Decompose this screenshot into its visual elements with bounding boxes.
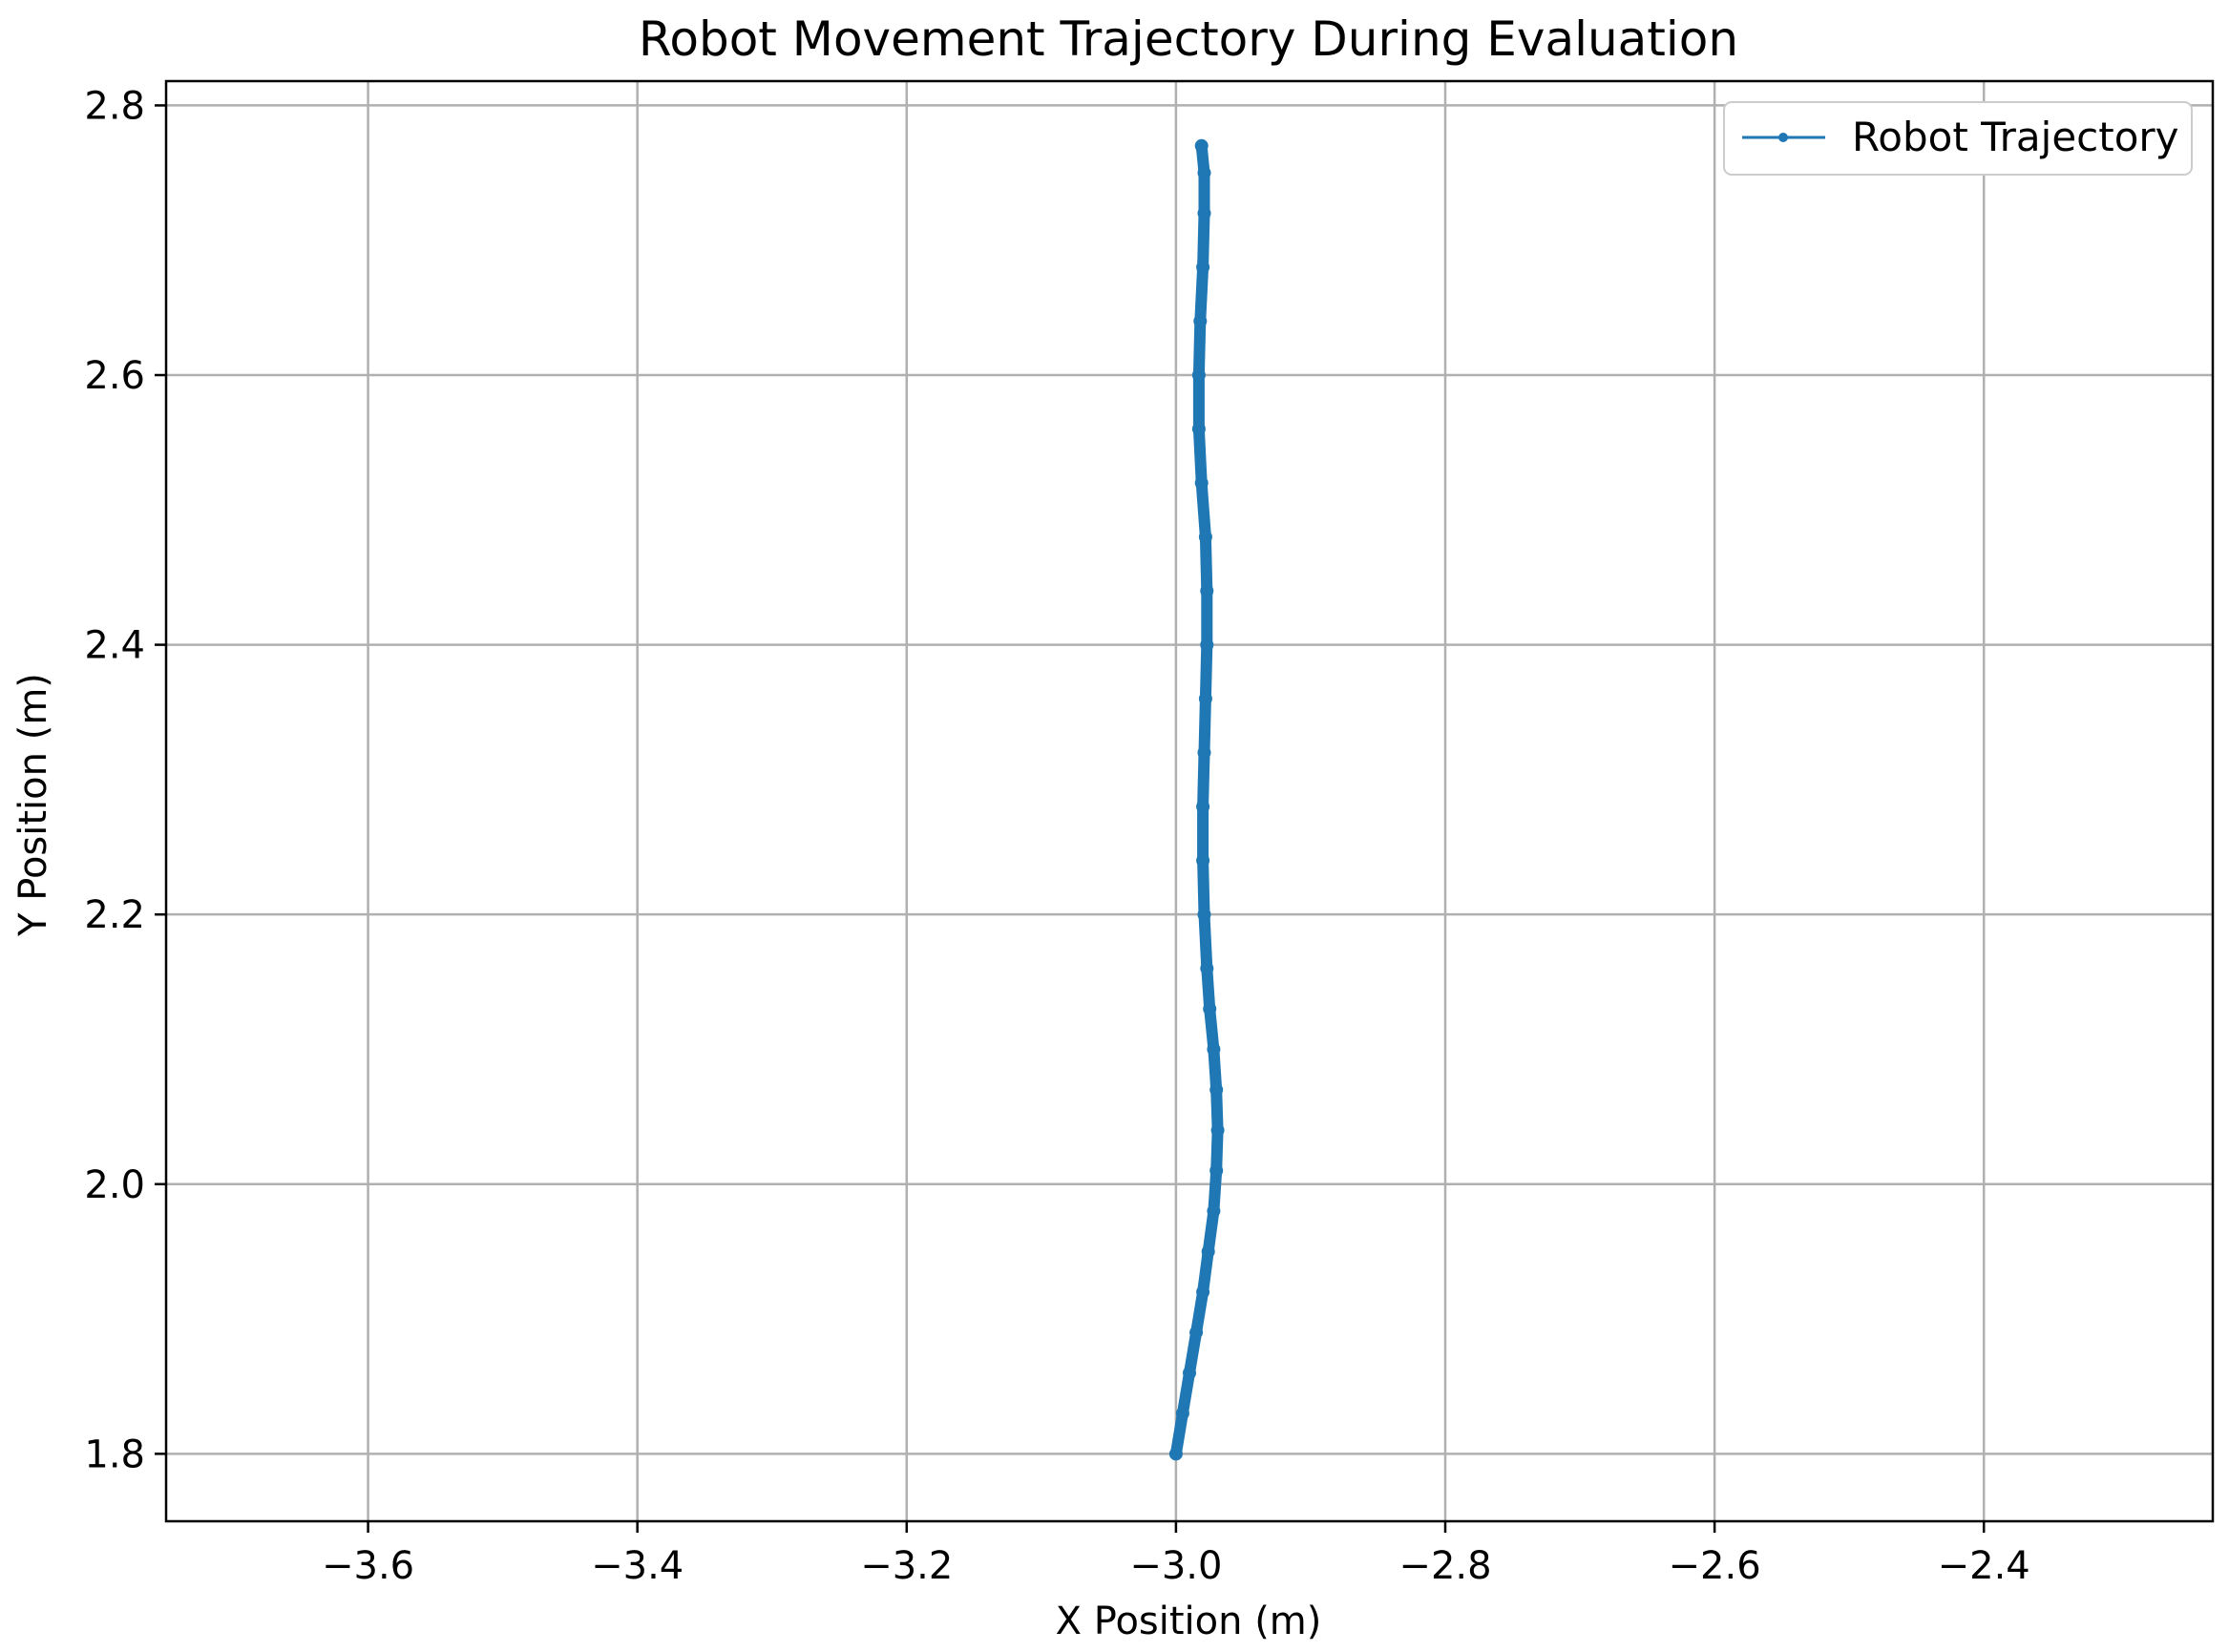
legend-box: [1723, 101, 2193, 176]
x-tick-label: −2.6: [1669, 1544, 1761, 1588]
series-layer: [1168, 138, 1225, 1461]
trajectory-point: [1168, 1447, 1183, 1461]
x-tick-label: −3.4: [591, 1544, 683, 1588]
trajectory-point: [1191, 368, 1206, 382]
trajectory-point: [1209, 1163, 1224, 1178]
trajectory-point: [1194, 476, 1209, 491]
trajectory-point: [1200, 961, 1214, 975]
trajectory-point: [1197, 166, 1211, 180]
trajectory-point: [1196, 1285, 1210, 1299]
y-tick-label: 2.6: [84, 354, 145, 398]
y-tick-label: 1.8: [84, 1432, 145, 1476]
axis-ticks: −3.6 −3.4 −3.2 −3.0 −2.8 −2.6 −2.4 1.8 2.0 2.2 2.4…: [84, 84, 2029, 1588]
trajectory-point: [1175, 1407, 1189, 1420]
y-tick-label: 2.0: [84, 1163, 145, 1207]
trajectory-point: [1197, 206, 1211, 220]
trajectory-point: [1200, 584, 1214, 598]
trajectory-point: [1198, 530, 1212, 544]
trajectory-point: [1196, 261, 1210, 274]
x-tick-label: −2.8: [1398, 1544, 1491, 1588]
legend-marker: [1778, 133, 1788, 142]
y-tick-label: 2.8: [84, 84, 145, 128]
y-axis-label: Y Position (m): [11, 673, 55, 937]
trajectory-point: [1197, 745, 1211, 760]
trajectory-point: [1197, 908, 1211, 922]
x-tick-label: −3.0: [1129, 1544, 1222, 1588]
trajectory-point: [1193, 314, 1208, 328]
trajectory-point: [1203, 1002, 1217, 1016]
trajectory-point: [1201, 1244, 1215, 1259]
x-tick-label: −3.2: [860, 1544, 953, 1588]
trajectory-point: [1196, 853, 1210, 868]
trajectory-point: [1198, 692, 1212, 706]
trajectory-point: [1207, 1204, 1221, 1218]
x-tick-label: −3.6: [322, 1544, 414, 1588]
legend: Robot Trajectory: [1723, 101, 2193, 176]
trajectory-line: [1169, 139, 1224, 1460]
grid: [166, 81, 2213, 1521]
trajectory-point: [1183, 1366, 1196, 1380]
trajectory-point: [1189, 1326, 1204, 1340]
trajectory-point: [1207, 1042, 1221, 1056]
trajectory-point: [1194, 138, 1209, 153]
trajectory-point: [1191, 422, 1206, 436]
y-tick-label: 2.4: [84, 624, 145, 668]
y-tick-label: 2.2: [84, 893, 145, 937]
trajectory-point: [1210, 1123, 1225, 1138]
x-tick-label: −2.4: [1938, 1544, 2030, 1588]
x-axis-label: X Position (m): [1056, 1600, 1322, 1643]
trajectory-point: [1200, 638, 1214, 652]
trajectory-point: [1196, 800, 1210, 814]
chart-title: Robot Movement Trajectory During Evaluat…: [639, 11, 1738, 67]
legend-label-robot-trajectory: Robot Trajectory: [1852, 114, 2179, 160]
trajectory-point: [1209, 1082, 1224, 1097]
plot-area-frame: [164, 79, 2215, 1523]
